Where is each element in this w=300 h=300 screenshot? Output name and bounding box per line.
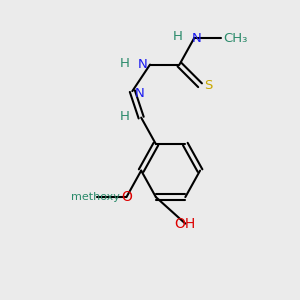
Text: methoxy: methoxy	[71, 192, 120, 202]
Text: S: S	[205, 79, 213, 92]
Text: O: O	[121, 190, 132, 204]
Text: H: H	[173, 30, 183, 43]
Text: H: H	[120, 57, 130, 70]
Text: CH₃: CH₃	[224, 32, 248, 45]
Text: N: N	[192, 32, 202, 45]
Text: N: N	[138, 58, 148, 71]
Text: H: H	[120, 110, 130, 123]
Text: N: N	[135, 87, 144, 100]
Text: OH: OH	[175, 217, 196, 231]
